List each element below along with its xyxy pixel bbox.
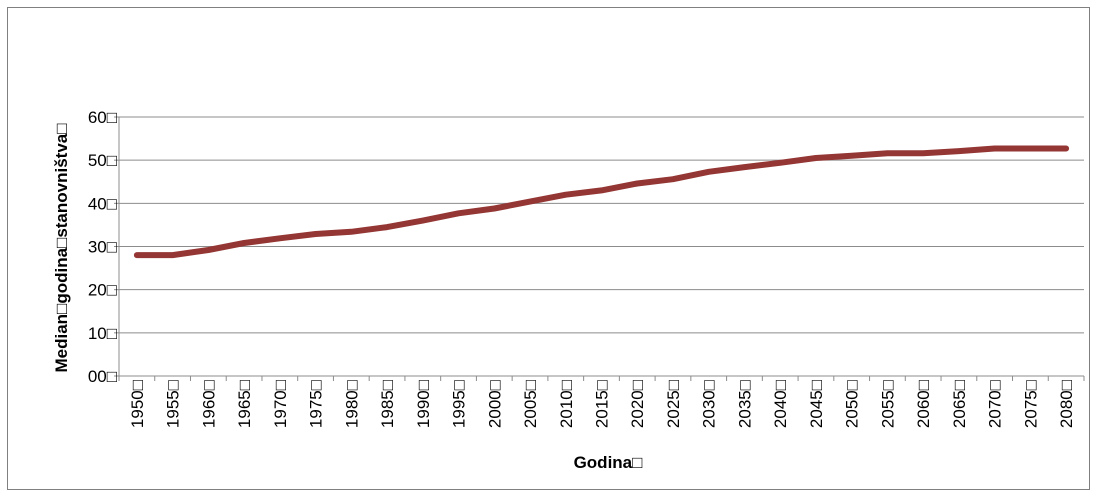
x-tick-label: 1950□ — [128, 380, 147, 428]
x-tick-label: 2025□ — [664, 380, 683, 428]
data-point — [171, 254, 174, 257]
data-point — [457, 212, 460, 215]
y-tick-label: 30□ — [88, 238, 117, 257]
x-tick-label: 2005□ — [521, 380, 540, 428]
x-tick-label: 1995□ — [450, 380, 469, 428]
data-point — [922, 152, 925, 155]
data-point — [135, 254, 138, 257]
data-point — [207, 248, 210, 251]
data-point — [421, 219, 424, 222]
data-point — [993, 147, 996, 150]
y-tick-labels: 00□ 10□ 20□ 30□ 40□ 50□ 60□ — [88, 108, 117, 386]
data-point — [886, 152, 889, 155]
x-tick-label: 2045□ — [807, 380, 826, 428]
y-axis-title: Median□godina□stanovništva□ — [52, 123, 71, 372]
data-point — [529, 200, 532, 203]
y-tick-label: 00□ — [88, 367, 117, 386]
x-tick-label: 2060□ — [914, 380, 933, 428]
x-tick-label: 2065□ — [950, 380, 969, 428]
data-point — [278, 237, 281, 240]
chart-area — [7, 7, 1090, 490]
x-tick-label: 1985□ — [378, 380, 397, 428]
data-point — [350, 230, 353, 233]
data-point — [636, 182, 639, 185]
data-point — [814, 157, 817, 160]
series-line — [133, 145, 1070, 259]
x-tick-label: 2035□ — [735, 380, 754, 428]
x-tick-label: 1970□ — [271, 380, 290, 428]
x-tick-label: 1990□ — [414, 380, 433, 428]
x-tick-labels: 1950□ 1955□ 1960□ 1965□ 1970□ 1975□ 1980□ 1985□… — [128, 380, 1076, 428]
x-tick-label: 2020□ — [628, 380, 647, 428]
data-point — [850, 154, 853, 157]
data-point — [564, 193, 567, 196]
y-tick-label: 40□ — [88, 194, 117, 213]
x-tick-label: 2040□ — [771, 380, 790, 428]
axes — [114, 116, 1085, 381]
data-point — [1029, 147, 1032, 150]
x-tick-label: 1955□ — [164, 380, 183, 428]
data-point — [1065, 147, 1068, 150]
data-point — [671, 178, 674, 181]
x-tick-label: 2010□ — [557, 380, 576, 428]
x-tick-label: 2075□ — [1021, 380, 1040, 428]
data-point — [743, 166, 746, 169]
data-point — [243, 242, 246, 245]
data-point — [707, 170, 710, 173]
x-tick-label: 2080□ — [1057, 380, 1076, 428]
y-tick-label: 10□ — [88, 324, 117, 343]
x-tick-label: 1960□ — [199, 380, 218, 428]
gridlines — [119, 116, 1084, 334]
y-tick-label: 20□ — [88, 281, 117, 300]
data-point — [386, 226, 389, 229]
y-tick-label: 50□ — [88, 151, 117, 170]
x-tick-label: 1965□ — [235, 380, 254, 428]
x-tick-label: 2000□ — [485, 380, 504, 428]
x-tick-label: 2050□ — [843, 380, 862, 428]
x-tick-label: 2070□ — [986, 380, 1005, 428]
data-point — [314, 232, 317, 235]
series-group — [133, 145, 1070, 259]
x-tick-label: 1980□ — [342, 380, 361, 428]
y-tick-label: 60□ — [88, 108, 117, 127]
data-point — [957, 150, 960, 153]
data-point — [779, 161, 782, 164]
x-tick-label: 2030□ — [700, 380, 719, 428]
data-point — [600, 189, 603, 192]
x-tick-label: 2015□ — [593, 380, 612, 428]
data-point — [493, 207, 496, 210]
x-tick-label: 2055□ — [878, 380, 897, 428]
x-axis-title: Godina□ — [574, 453, 643, 472]
x-tick-label: 1975□ — [307, 380, 326, 428]
